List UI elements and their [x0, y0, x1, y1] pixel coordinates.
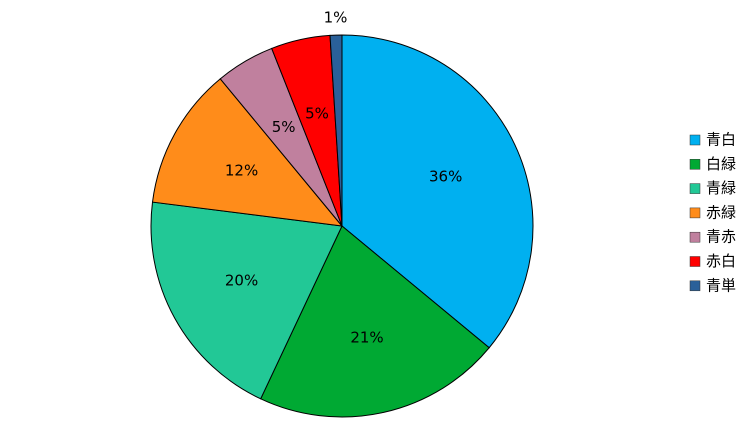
- pie-slice: [151, 78, 344, 227]
- data-label: 5%: [272, 118, 296, 136]
- data-label: 21%: [350, 328, 383, 346]
- pie-slice: [329, 34, 343, 227]
- pie-slice: [150, 201, 343, 400]
- legend-swatch: [689, 231, 701, 243]
- pie-slice: [260, 225, 490, 418]
- legend-label: 白緑: [706, 155, 736, 173]
- legend-swatch: [689, 159, 701, 170]
- legend-swatch: [689, 280, 701, 292]
- legend-label: 青単: [706, 276, 736, 294]
- legend-swatch: [689, 134, 701, 146]
- data-label: 5%: [305, 105, 329, 123]
- legend-swatch: [689, 207, 701, 219]
- data-label: 36%: [429, 168, 462, 186]
- legend-swatch: [689, 183, 701, 194]
- legend-label: 青緑: [706, 179, 736, 197]
- legend-label: 赤白: [706, 252, 736, 270]
- legend-label: 青赤: [706, 228, 736, 246]
- legend-label: 青白: [706, 131, 736, 149]
- data-label: 1%: [324, 9, 348, 27]
- legend-label: 赤緑: [706, 203, 736, 221]
- data-label: 20%: [225, 272, 258, 290]
- data-label: 12%: [225, 161, 258, 179]
- legend-swatch: [689, 256, 701, 267]
- pie-slice: [341, 34, 534, 349]
